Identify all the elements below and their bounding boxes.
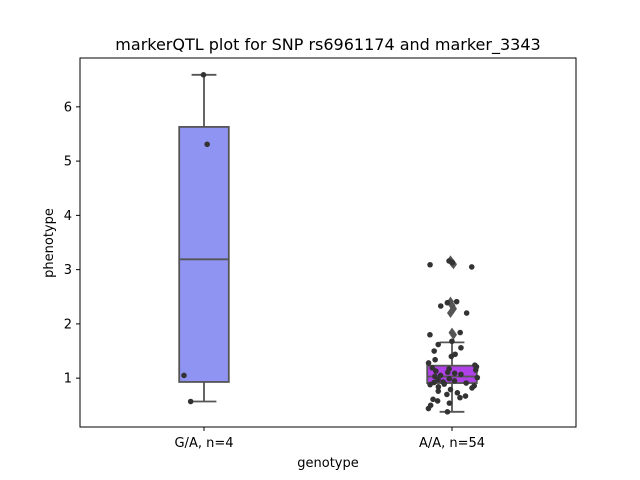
data-point bbox=[437, 372, 444, 379]
data-point bbox=[446, 400, 453, 406]
data-point bbox=[435, 384, 442, 390]
chart-title: markerQTL plot for SNP rs6961174 and mar… bbox=[115, 35, 540, 55]
data-point bbox=[433, 368, 439, 374]
y-tick-label: 4 bbox=[64, 209, 72, 224]
y-tick-label: 2 bbox=[64, 317, 72, 332]
x-axis: G/A, n=4 A/A, n=54 bbox=[174, 427, 485, 451]
x-tick-label: G/A, n=4 bbox=[174, 436, 233, 451]
data-point bbox=[434, 398, 441, 404]
data-point bbox=[462, 393, 469, 399]
data-point bbox=[446, 375, 452, 382]
y-tick-label: 5 bbox=[64, 155, 72, 170]
data-point bbox=[474, 374, 481, 381]
data-point bbox=[435, 341, 442, 348]
data-point bbox=[468, 264, 475, 270]
data-point bbox=[427, 381, 433, 388]
data-point bbox=[458, 344, 464, 351]
data-point bbox=[432, 356, 438, 363]
data-point bbox=[444, 369, 451, 375]
data-point bbox=[444, 299, 451, 306]
y-tick-label: 6 bbox=[64, 100, 72, 115]
x-axis-label: genotype bbox=[297, 456, 358, 471]
data-point bbox=[435, 376, 441, 383]
plot-frame bbox=[79, 57, 577, 428]
data-point bbox=[444, 409, 451, 415]
data-point bbox=[463, 310, 470, 316]
y-axis: 1 2 3 4 5 6 bbox=[64, 100, 80, 387]
data-point bbox=[458, 371, 464, 378]
data-point bbox=[200, 72, 207, 78]
data-point bbox=[454, 390, 461, 396]
data-point bbox=[448, 353, 455, 360]
data-point bbox=[441, 381, 447, 387]
data-point bbox=[469, 385, 475, 391]
data-point bbox=[463, 380, 470, 386]
data-point bbox=[451, 378, 458, 384]
data-point bbox=[449, 259, 456, 266]
box-iqr bbox=[178, 126, 230, 383]
data-point bbox=[451, 370, 458, 377]
y-tick-label: 1 bbox=[64, 372, 72, 387]
outlier-marker bbox=[450, 329, 457, 340]
data-point bbox=[204, 141, 210, 148]
data-point bbox=[427, 331, 433, 338]
data-point bbox=[431, 348, 437, 354]
data-point bbox=[453, 298, 460, 305]
outlier-marker bbox=[447, 308, 454, 319]
data-point bbox=[187, 398, 194, 405]
data-point bbox=[430, 396, 436, 403]
data-point bbox=[427, 261, 433, 268]
data-point bbox=[437, 303, 444, 309]
data-point bbox=[425, 405, 432, 412]
x-tick-label: A/A, n=54 bbox=[419, 436, 485, 451]
y-axis-label: phenotype bbox=[42, 208, 57, 278]
data-point bbox=[457, 394, 463, 401]
data-point bbox=[447, 386, 454, 393]
data-point bbox=[435, 388, 442, 394]
plot-area bbox=[178, 72, 481, 415]
y-tick-label: 3 bbox=[64, 263, 72, 278]
data-point bbox=[472, 367, 479, 373]
data-point bbox=[449, 338, 455, 345]
data-point bbox=[457, 329, 463, 336]
data-point bbox=[444, 391, 450, 398]
data-point bbox=[429, 365, 436, 371]
data-point bbox=[425, 360, 432, 366]
data-point bbox=[181, 372, 187, 379]
